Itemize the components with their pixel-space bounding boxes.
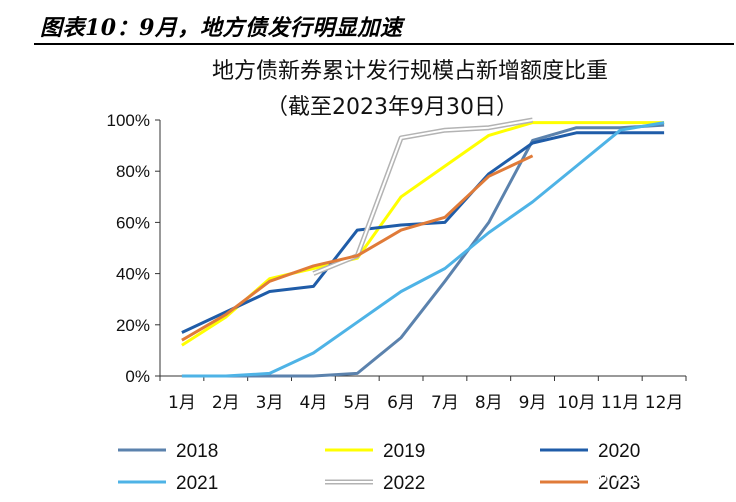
y-tick-label: 100% [107, 111, 150, 130]
legend-label: 2022 [383, 473, 425, 494]
series-2023 [181, 154, 534, 342]
x-tick-label: 1月 [168, 393, 196, 413]
x-tick-label: 7月 [431, 393, 459, 413]
series-line [181, 123, 665, 378]
y-tick-label: 40% [116, 265, 150, 284]
legend-label: 2019 [383, 441, 425, 462]
legend-label: 2023 [598, 473, 640, 494]
legend-item-2019: 2019 [325, 441, 425, 462]
series-2021 [181, 121, 665, 378]
legend-item-2018: 2018 [118, 441, 218, 462]
y-tick-label: 60% [116, 213, 150, 232]
header-title: 图表10：9月，地方债发行明显加速 [40, 15, 403, 41]
legend-label: 2021 [176, 473, 218, 494]
chart-subtitle: （截至2023年9月30日） [266, 95, 518, 120]
legend-item-2021: 2021 [118, 473, 218, 494]
y-tick-label: 80% [116, 162, 150, 181]
legend: 2018 2019 2020 2021 2022 2023 [118, 441, 640, 494]
report-header: 图表10：9月，地方债发行明显加速 [0, 0, 736, 46]
series-line [181, 121, 665, 378]
y-tick-label: 20% [116, 316, 150, 335]
axes: 0%20%40%60%80%100%1月 2月 3月 4月 5月 6月 7月 8月 9月 10月 1… [107, 111, 687, 413]
x-tick-label: 2月 [212, 393, 240, 413]
x-tick-label: 10月 [557, 393, 596, 413]
x-tick-label: 5月 [343, 393, 371, 413]
series-line [181, 131, 665, 334]
x-tick-label: 9月 [519, 393, 547, 413]
line-chart: 地方债新券累计发行规模占新增额度比重 （截至2023年9月30日） 0% 20% 4… [107, 59, 704, 494]
chart-title: 地方债新券累计发行规模占新增额度比重 [212, 59, 608, 84]
legend-label: 2020 [598, 441, 640, 462]
y-tick-label: 0% [125, 367, 150, 386]
series-line [181, 154, 534, 342]
series-line [181, 121, 665, 347]
x-tick-label: 3月 [256, 393, 284, 413]
legend-item-2022: 2022 [325, 473, 425, 494]
series-2019 [181, 121, 665, 347]
header-divider [34, 43, 734, 45]
series-2018 [181, 123, 665, 378]
series-2022 [312, 117, 534, 276]
x-tick-label: 8月 [475, 393, 503, 413]
x-tick-label: 12月 [645, 393, 684, 413]
x-tick-label: 6月 [387, 393, 415, 413]
series-line-outer [312, 117, 534, 276]
legend-item-2020: 2020 [540, 441, 640, 462]
series-2020 [181, 131, 665, 334]
watermark-text: 知乎 @观沧海 [590, 464, 704, 485]
x-tick-label: 4月 [300, 393, 328, 413]
legend-item-2023: 2023 [540, 473, 640, 494]
x-tick-label: 11月 [601, 393, 640, 413]
series-layer [181, 117, 665, 378]
legend-label: 2018 [176, 441, 218, 462]
series-line-inner [313, 119, 533, 275]
